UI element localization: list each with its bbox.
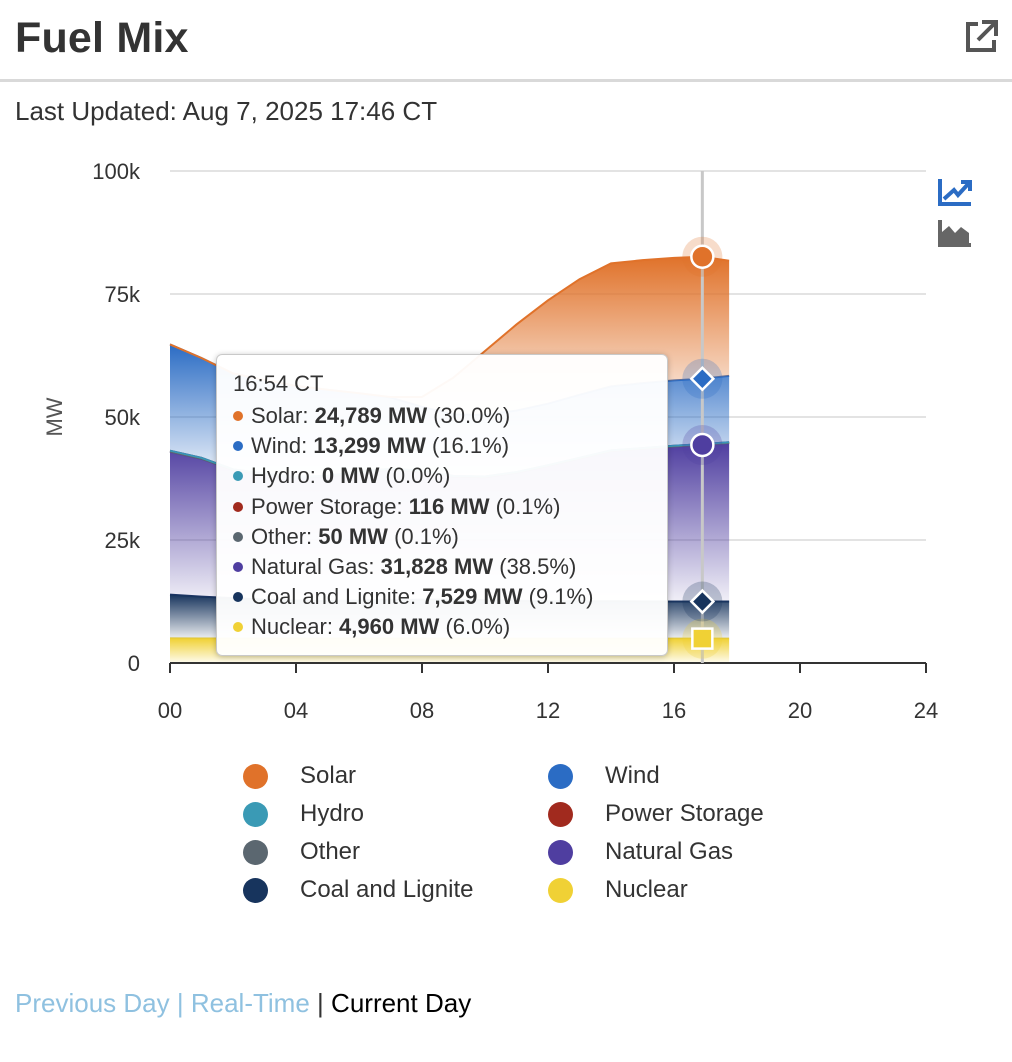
legend-dot [243, 764, 268, 789]
external-link-icon[interactable] [962, 18, 1000, 56]
legend-dot [243, 802, 268, 827]
marker-solar [690, 244, 715, 270]
tooltip-series-percent: (30.0%) [433, 403, 511, 428]
line-chart-icon[interactable] [937, 177, 973, 207]
area-chart-icon[interactable] [937, 218, 973, 248]
tooltip-series-percent: (0.1%) [495, 493, 561, 519]
tooltip-series-name: Natural Gas [251, 553, 369, 579]
series-dot [233, 411, 243, 421]
tooltip-series-value: 0 MW [321, 463, 380, 489]
tooltip-rows: Solar: 24,789 MW (30.0%) Wind: 13,299 MW … [233, 401, 653, 643]
page-title: Fuel Mix [15, 14, 189, 62]
x-tick-label: 12 [536, 698, 560, 723]
legend-dot [548, 764, 573, 789]
tooltip-row: Solar: 24,789 MW (30.0%) [233, 401, 653, 431]
tooltip-series-value: 116 MW [408, 493, 490, 519]
x-tick-label: 24 [914, 698, 938, 723]
tooltip-row: Wind: 13,299 MW (16.1%) [233, 431, 653, 461]
series-dot [233, 441, 243, 452]
tooltip-series-percent: (6.0%) [445, 614, 511, 640]
tooltip-series-name: Other [251, 523, 307, 549]
crosshair [682, 171, 723, 663]
tooltip-series-name: Power Storage [251, 493, 397, 519]
previous-day-link[interactable]: Previous Day [15, 988, 170, 1018]
legend-label: Wind [605, 762, 660, 789]
legend-dot [548, 878, 573, 903]
tooltip-series-name: Wind [251, 433, 302, 459]
tooltip-series-percent: (0.1%) [394, 523, 459, 549]
y-tick-label: 75k [105, 282, 141, 307]
x-tick-label: 20 [788, 698, 812, 723]
marker-wind [689, 365, 716, 392]
series-dot [233, 501, 243, 512]
series-dot [233, 622, 243, 633]
legend-label: Hydro [300, 800, 365, 827]
real-time-link[interactable]: Real-Time [190, 988, 310, 1018]
tooltip-series-value: 7,529 MW [422, 584, 523, 610]
header: Fuel Mix [0, 0, 1012, 82]
current-day-label: Current Day [331, 988, 472, 1018]
legend-dot [243, 840, 268, 865]
tooltip-series-value: 4,960 MW [339, 614, 440, 640]
tooltip-series-name: Hydro [251, 463, 310, 489]
legend-dot [243, 878, 268, 903]
nav-separator: | [317, 988, 324, 1018]
x-tick-label: 00 [158, 698, 182, 723]
series-dot [233, 561, 243, 572]
legend-label: Natural Gas [605, 838, 734, 865]
tooltip-series-percent: (38.5%) [499, 553, 577, 579]
marker-nuclear [691, 627, 714, 650]
tooltip-row: Nuclear: 4,960 MW (6.0%) [233, 612, 653, 642]
tooltip-series-value: 50 MW [318, 523, 388, 549]
tooltip-time: 16:54 CT [233, 371, 324, 396]
tooltip-series-name: Solar [251, 403, 303, 428]
tooltip-series-percent: (16.1%) [431, 433, 510, 459]
legend-dot [548, 802, 573, 827]
x-tick-label: 16 [662, 698, 686, 723]
tooltip-row: Natural Gas: 31,828 MW (38.5%) [233, 552, 653, 582]
x-tick-label: 04 [284, 698, 308, 723]
y-axis-label: MW [42, 397, 67, 436]
legend-label: Coal and Lignite [300, 876, 474, 903]
chart-tooltip: 16:54 CT Solar: 24,789 MW (30.0%) Wind: 1… [216, 354, 668, 656]
last-updated: Last Updated: Aug 7, 2025 17:46 CT [15, 96, 438, 126]
tooltip-series-value: 24,789 MW [314, 403, 428, 428]
legend-label: Solar [300, 762, 357, 789]
legend-label: Power Storage [605, 800, 764, 827]
marker-coal-and-lignite [689, 588, 716, 615]
tooltip-series-value: 13,299 MW [313, 433, 426, 459]
legend-dot [548, 840, 573, 865]
tooltip-series-name: Coal and Lignite [251, 584, 411, 610]
y-tick-label: 0 [128, 651, 140, 676]
y-tick-label: 100k [92, 159, 141, 184]
legend-label: Nuclear [605, 876, 688, 903]
series-dot [233, 531, 243, 542]
tooltip-row: Coal and Lignite: 7,529 MW (9.1%) [233, 582, 653, 612]
tooltip-row: Hydro: 0 MW (0.0%) [233, 461, 653, 491]
y-tick-label: 50k [105, 405, 141, 430]
x-tick-label: 08 [410, 698, 434, 723]
day-navigation: Previous Day | Real-Time | Current Day [15, 988, 471, 1019]
series-dot [233, 471, 243, 482]
y-tick-label: 25k [105, 528, 141, 553]
tooltip-series-value: 31,828 MW [380, 553, 494, 579]
tooltip-series-name: Nuclear [251, 614, 327, 640]
tooltip-row: Power Storage: 116 MW (0.1%) [233, 492, 653, 522]
marker-natural-gas [690, 432, 715, 458]
tooltip-series-percent: (9.1%) [528, 584, 594, 610]
tooltip-row: Other: 50 MW (0.1%) [233, 522, 653, 552]
nav-separator: | [176, 988, 184, 1018]
series-dot [233, 592, 243, 603]
axes: 0 25k 50k 75k 100k 00 04 08 12 16 20 24 MW [42, 159, 938, 723]
legend-label: Other [300, 838, 361, 865]
tooltip-series-percent: (0.0%) [385, 463, 451, 489]
